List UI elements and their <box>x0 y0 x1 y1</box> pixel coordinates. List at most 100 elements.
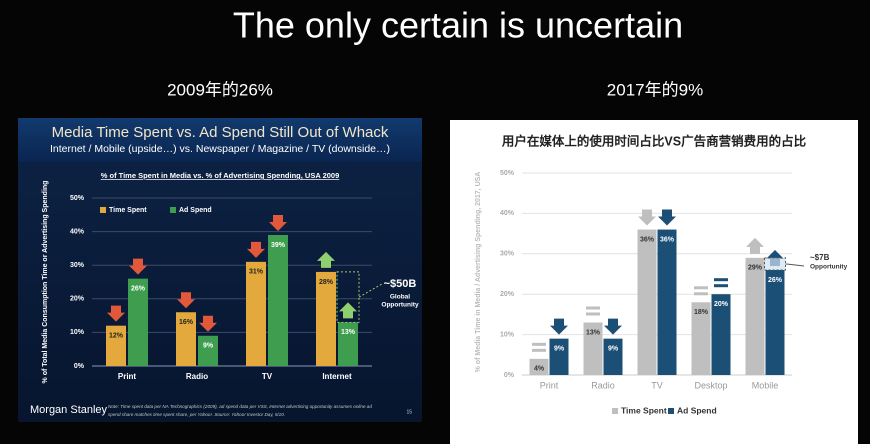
y-axis-label: % of Total Media Consumption Time or Adv… <box>42 181 49 384</box>
bar <box>745 257 765 375</box>
trend-marker <box>604 318 622 335</box>
x-tick-label: Radio <box>186 372 208 381</box>
bar <box>583 322 603 375</box>
chart-subtitle: Internet / Mobile (upside…) vs. Newspape… <box>50 143 390 155</box>
bar <box>691 302 711 375</box>
value-label: 20% <box>714 301 729 308</box>
annotation: Opportunity <box>810 264 848 271</box>
note: Note: Time spent data per NA Technograph… <box>108 404 372 409</box>
trend-marker <box>694 292 708 296</box>
x-tick-label: Desktop <box>694 380 727 390</box>
y-tick-label: 30% <box>70 262 85 269</box>
y-tick-label: 40% <box>70 228 85 235</box>
bar <box>176 312 196 366</box>
x-tick-label: Radio <box>591 380 615 390</box>
slide-title: The only certain is uncertain <box>233 5 683 46</box>
value-label: 13% <box>586 329 601 336</box>
value-label: 36% <box>660 236 675 243</box>
bar <box>637 229 657 375</box>
annotation: Opportunity <box>381 302 419 309</box>
bar <box>765 269 785 375</box>
bar <box>198 335 218 366</box>
legend-label: Ad Spend <box>179 207 212 214</box>
legend-swatch <box>100 207 106 213</box>
y-tick-label: 50% <box>500 170 515 177</box>
legend-swatch <box>170 207 176 213</box>
legend-swatch <box>612 408 618 414</box>
legend-swatch <box>668 408 674 414</box>
inner-title: % of Time Spent in Media vs. % of Advert… <box>101 171 340 180</box>
value-label: 39% <box>271 242 286 249</box>
caption: 2009年的26% <box>167 80 273 99</box>
trend-marker <box>269 214 287 231</box>
y-tick-label: 30% <box>500 251 515 258</box>
bar <box>246 261 266 366</box>
y-tick-label: 0% <box>504 372 515 379</box>
trend-marker <box>177 292 195 309</box>
y-tick-label: 10% <box>70 329 85 336</box>
bar <box>657 229 677 375</box>
trend-marker <box>694 286 708 290</box>
trend-marker <box>586 306 600 310</box>
y-tick-label: 20% <box>500 291 515 298</box>
value-label: 28% <box>319 279 334 286</box>
left-panel <box>18 118 422 422</box>
trend-marker <box>532 348 546 352</box>
legend-label: Time Spent <box>621 405 667 415</box>
x-tick-label: Print <box>118 372 137 381</box>
y-tick-label: 40% <box>500 210 515 217</box>
chart-title: Media Time Spent vs. Ad Spend Still Out … <box>52 124 389 141</box>
bar <box>711 294 731 375</box>
bar <box>128 278 148 366</box>
left-header <box>18 118 422 162</box>
trend-marker <box>532 342 546 346</box>
x-tick-label: Print <box>540 380 559 390</box>
legend-label: Time Spent <box>109 207 147 214</box>
chart-title: 用户在媒体上的使用时间占比VS广告商营销费用的占比 <box>501 133 807 148</box>
trend-marker <box>317 251 335 268</box>
trend-marker <box>199 315 217 332</box>
value-label: 9% <box>554 345 565 352</box>
value-label: 12% <box>109 333 124 340</box>
y-tick-label: 10% <box>500 331 515 338</box>
annotation-connector <box>785 263 805 267</box>
x-tick-label: TV <box>651 380 663 390</box>
bar <box>268 234 288 366</box>
y-tick-label: 50% <box>70 195 85 202</box>
value-label: 9% <box>608 345 619 352</box>
value-label: 13% <box>341 329 356 336</box>
annotation: ~$7B <box>810 253 830 262</box>
x-tick-label: TV <box>262 372 273 381</box>
x-tick-label: Mobile <box>752 380 779 390</box>
trend-marker <box>339 302 357 319</box>
value-label: 31% <box>249 269 264 276</box>
value-label: 26% <box>768 277 783 284</box>
caption: 2017年的9% <box>607 80 703 99</box>
note: spend share matches time spent share, pe… <box>108 412 285 417</box>
value-label: 26% <box>131 285 146 292</box>
trend-marker <box>714 284 728 288</box>
value-label: 29% <box>748 265 763 272</box>
annotation: ~$50B <box>384 278 417 290</box>
bar <box>338 322 358 366</box>
trend-marker <box>129 258 147 275</box>
value-label: 16% <box>179 319 194 326</box>
footer: Morgan Stanley <box>30 404 108 416</box>
trend-marker <box>550 318 568 335</box>
bar <box>549 338 569 375</box>
y-tick-label: 0% <box>74 363 85 370</box>
trend-marker <box>247 241 265 258</box>
annotation-connector <box>358 283 383 298</box>
page-number: 15 <box>406 409 412 415</box>
y-tick-label: 20% <box>70 296 85 303</box>
bar <box>529 358 549 375</box>
legend-label: Ad Spend <box>677 405 717 415</box>
value-label: 9% <box>203 343 214 350</box>
trend-marker <box>107 305 125 322</box>
trend-marker <box>658 209 676 226</box>
x-tick-label: Internet <box>322 372 352 381</box>
value-label: 4% <box>534 366 545 373</box>
trend-marker <box>586 312 600 316</box>
bar <box>603 338 623 375</box>
